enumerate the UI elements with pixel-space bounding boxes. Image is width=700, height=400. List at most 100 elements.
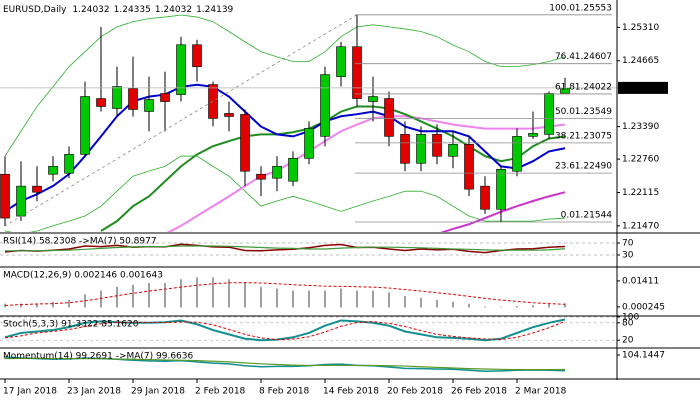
candle-body [288, 158, 298, 182]
indicator-line [100, 105, 566, 232]
fib-price: 1.21544 [575, 210, 612, 220]
histogram-bar [260, 286, 262, 308]
pane-title: Momentum(14) 99.2691 ->MA(7) 99.6636 [3, 352, 194, 362]
candle-body [512, 136, 522, 172]
fib-level-label: 23.6 [555, 162, 575, 172]
y-tick-label: 1.21470 [622, 221, 659, 231]
candle-body [384, 98, 394, 137]
histogram-bar [164, 283, 166, 308]
candle-body [0, 173, 10, 219]
histogram-bar [388, 292, 390, 308]
fib-level-label: 50.0 [555, 107, 575, 117]
header-low: 1.24032 [155, 5, 192, 15]
candle-body [32, 185, 42, 193]
histogram-bar [404, 296, 406, 308]
histogram-bar [276, 288, 278, 308]
histogram-bar [228, 279, 230, 308]
histogram-bar [324, 290, 326, 308]
candle-body [256, 173, 266, 180]
histogram-bar [100, 290, 102, 308]
histogram-bar [548, 304, 550, 308]
pane-title: MACD(12,26,9) 0.002146 0.001643 [3, 271, 163, 281]
y-tick-label: 1.25310 [622, 23, 659, 33]
fib-level-label: 100.0 [549, 3, 575, 13]
candle-body [448, 144, 458, 157]
fib-level-label: 61.8 [555, 82, 575, 92]
indicator-line [4, 83, 566, 213]
y-tick-label: 70 [622, 239, 634, 249]
header-open: 1.24032 [72, 5, 109, 15]
pane-title: RSI(14) 58.2308 ->MA(7) 50.8977 [3, 237, 157, 247]
candle-body [528, 133, 538, 137]
y-tick-label: 1.22760 [622, 155, 659, 165]
candle-body [48, 165, 58, 175]
histogram-bar [372, 290, 374, 308]
candle-body [544, 93, 554, 135]
histogram-bar [356, 290, 358, 308]
candle-body [224, 113, 234, 117]
candle-body [112, 86, 122, 109]
indicator-line [4, 282, 566, 306]
indicator-line [4, 318, 566, 342]
candle-body [368, 96, 378, 102]
candle-body [176, 44, 186, 95]
candle-body [160, 93, 170, 102]
chart-title: EURUSD,Daily 1.24032 1.24335 1.24032 1.24139 [3, 5, 234, 15]
fib-level-label: 76.4 [555, 52, 575, 62]
indicator-line [4, 155, 566, 232]
x-tick-label: 8 Feb 2018 [259, 387, 310, 397]
candle-body [304, 128, 314, 159]
candle-body [80, 96, 90, 155]
candle-body [496, 168, 506, 210]
candle-body [400, 134, 410, 164]
fib-price: 1.24607 [575, 52, 612, 62]
indicator-line [4, 14, 566, 157]
histogram-bar [436, 299, 438, 308]
candle-body [352, 46, 362, 99]
indicator-line [4, 243, 566, 254]
histogram-bar [516, 306, 518, 308]
histogram-bar [500, 306, 502, 308]
y-tick-label: 1.23390 [622, 122, 659, 132]
histogram-bar [340, 288, 342, 308]
pane [4, 277, 566, 308]
indicator-line [166, 115, 566, 232]
y-tick-label: 80 [622, 318, 634, 328]
x-tick-label: 29 Jan 2018 [131, 387, 185, 397]
fib-level-label: 0.0 [561, 210, 576, 220]
fib-price: 1.25553 [575, 3, 612, 13]
candle-body [272, 165, 282, 179]
x-tick-label: 2 Feb 2018 [195, 387, 246, 397]
x-tick-label: 2 Mar 2018 [515, 387, 567, 397]
histogram-bar [212, 277, 214, 308]
indicator-line [5, 245, 566, 252]
histogram-bar [180, 279, 182, 308]
candle-body [64, 154, 74, 174]
candle-body [96, 98, 106, 107]
fib-price: 1.23549 [575, 107, 612, 117]
candle-body [416, 134, 426, 164]
y-tick-label: 0.000245 [622, 302, 665, 312]
histogram-bar [308, 290, 310, 308]
candle-body [128, 88, 138, 110]
histogram-bar [468, 303, 470, 308]
fib-price: 1.23075 [575, 131, 612, 141]
y-tick-label: 100 [622, 313, 639, 323]
histogram-bar [116, 286, 118, 308]
histogram-bar [196, 277, 198, 308]
histogram-bar [36, 303, 38, 308]
trend-line [4, 14, 358, 227]
histogram-bar [20, 303, 22, 308]
symbol: EURUSD,Daily [3, 5, 67, 15]
candle-body [336, 46, 346, 77]
y-tick-label: 1.24665 [622, 56, 659, 66]
histogram-bar [132, 284, 134, 308]
candle-body [16, 185, 26, 217]
price-box [618, 81, 668, 94]
pane [4, 318, 566, 342]
histogram-bar [52, 301, 54, 308]
y-tick-label: 104.1447 [622, 350, 665, 360]
candle-body [240, 114, 250, 172]
x-tick-label: 14 Feb 2018 [323, 387, 379, 397]
